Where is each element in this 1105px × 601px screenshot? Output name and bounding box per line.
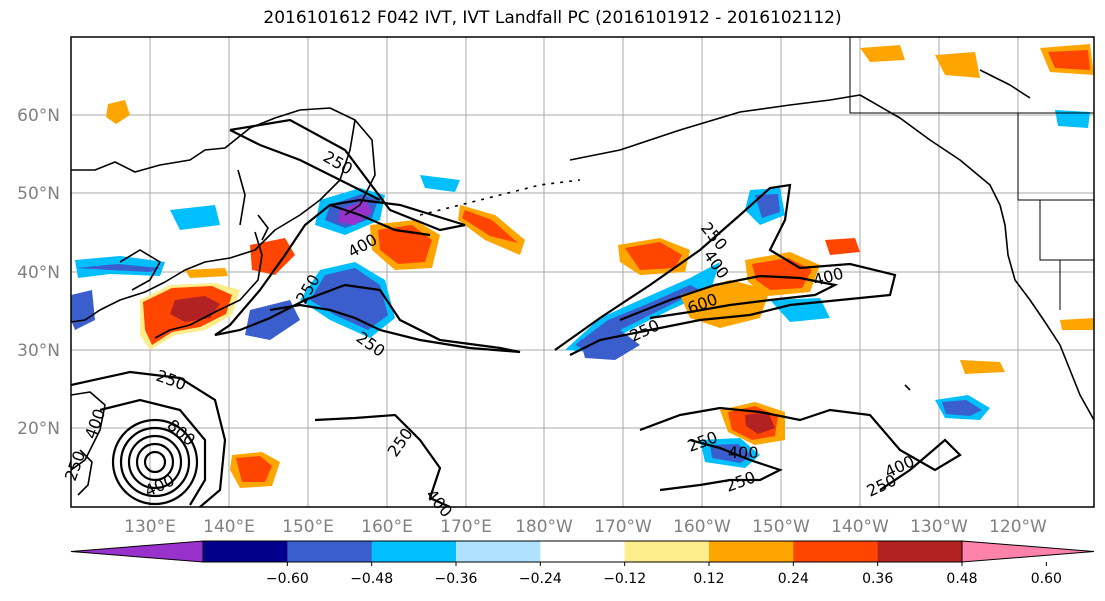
lat-label: 60°N [17,106,60,126]
lat-label: 30°N [17,341,60,361]
colorbar-tick-label: 0.60 [1031,571,1062,587]
lon-label: 150°W [752,517,810,537]
lon-label: 120°W [989,517,1047,537]
lon-label: 160°W [673,517,731,537]
ivt-contours [71,118,962,507]
colorbar-segment [456,541,541,562]
lat-label: 20°N [17,419,60,439]
colorbar-segment [540,541,626,562]
latitude-labels: 60°N 50°N 40°N 30°N 20°N [17,106,60,439]
colorbar-segment [203,541,288,562]
boundaries [849,37,1094,310]
map-frame [70,36,1095,508]
lon-label: 180°W [515,517,573,537]
lat-label: 50°N [17,184,60,204]
colorbar-segment [709,541,794,562]
contour-label: 400 [728,443,759,462]
lat-label: 40°N [17,263,60,283]
colorbar-frame [202,540,963,563]
lon-label: 130°W [910,517,968,537]
colorbar-segment [624,541,710,562]
colorbar-extend-max [961,540,1095,563]
colorbar-tick-label: −0.48 [350,571,393,587]
colorbar-segment [877,541,963,562]
colorbar-tick-label: −0.36 [435,571,478,587]
lon-label: 140°W [831,517,889,537]
colorbar-extend-min [70,540,204,563]
colorbar-segment [793,541,879,562]
colorbar-tick-label: −0.60 [266,571,309,587]
colorbar: −0.60 −0.48 −0.36 −0.24 −0.12 0.12 0.24 0.36 0.4… [70,540,1095,587]
lon-label: 160°E [361,517,413,537]
lon-label: 170°E [440,517,492,537]
colorbar-tick-label: 0.48 [946,571,977,587]
colorbar-tick-label: 0.36 [862,571,893,587]
colorbar-segment [287,541,373,562]
colorbar-tick-label: 0.24 [778,571,809,587]
colorbar-tick-label: 0.12 [693,571,724,587]
map-title: 2016101612 F042 IVT, IVT Landfall PC (20… [263,8,842,28]
lon-label: 150°E [282,517,334,537]
lon-label: 140°E [203,517,255,537]
colorbar-tick-label: −0.24 [519,571,562,587]
coastlines [71,69,1094,496]
longitude-labels: 130°E 140°E 150°E 160°E 170°E 180°W 170°… [124,517,1047,537]
lon-label: 170°W [594,517,652,537]
lon-label: 130°E [124,517,176,537]
colorbar-segment [371,541,457,562]
colorbar-tick-label: −0.12 [603,571,646,587]
